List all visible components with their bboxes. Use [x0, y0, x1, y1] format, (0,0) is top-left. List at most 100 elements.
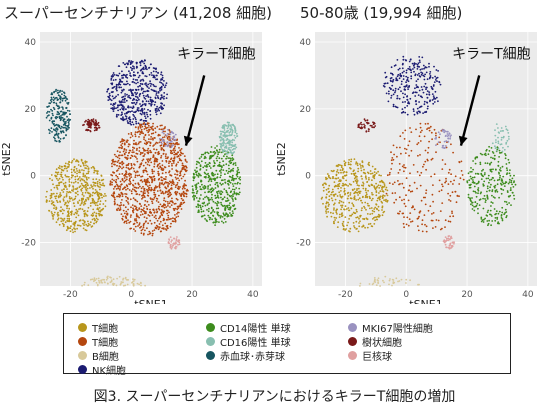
cell-point	[138, 283, 141, 286]
cell-point	[144, 229, 146, 232]
cell-point	[227, 172, 229, 175]
cell-point	[494, 219, 497, 222]
cell-point	[401, 212, 404, 215]
cell-point	[449, 215, 451, 218]
cell-point	[145, 205, 148, 208]
cell-point	[112, 160, 115, 163]
cell-point	[363, 205, 365, 208]
cell-point	[163, 178, 166, 181]
cell-point	[61, 189, 63, 192]
cell-point	[161, 96, 164, 99]
cell-point	[102, 178, 105, 181]
cell-point	[65, 120, 67, 123]
cell-point	[122, 119, 125, 121]
cell-point	[441, 185, 444, 188]
cluster-cd16	[218, 121, 239, 155]
cell-point	[158, 184, 161, 187]
cell-point	[62, 126, 65, 129]
cell-point	[504, 125, 507, 128]
cell-point	[428, 140, 430, 143]
cell-point	[55, 96, 58, 99]
cell-point	[177, 243, 179, 246]
cell-point	[371, 126, 374, 129]
cell-point	[201, 202, 204, 205]
cell-point	[483, 184, 485, 187]
cell-point	[435, 132, 437, 135]
cell-point	[70, 171, 73, 174]
cell-point	[118, 146, 120, 149]
cell-point	[216, 194, 219, 197]
cell-point	[74, 180, 77, 183]
cell-point	[431, 213, 433, 215]
cell-point	[55, 133, 58, 136]
cell-point	[381, 214, 384, 217]
cell-point	[153, 193, 156, 196]
cell-point	[223, 196, 226, 199]
cell-point	[137, 128, 140, 130]
cell-point	[454, 175, 457, 178]
cell-point	[74, 211, 77, 214]
cell-point	[150, 104, 153, 107]
cell-point	[130, 227, 133, 230]
cell-point	[331, 199, 334, 202]
cell-point	[176, 205, 179, 208]
cell-point	[469, 184, 471, 187]
cell-point	[220, 145, 222, 147]
cell-point	[482, 197, 484, 200]
cell-point	[161, 143, 163, 145]
cell-point	[103, 278, 106, 281]
cell-point	[419, 95, 422, 98]
cell-point	[86, 165, 89, 168]
cell-point	[176, 191, 179, 194]
cell-point	[359, 285, 361, 287]
cell-point	[59, 200, 61, 203]
cell-point	[232, 167, 235, 170]
cell-point	[169, 206, 171, 208]
cell-point	[231, 139, 233, 142]
cell-point	[497, 160, 500, 163]
cell-point	[352, 180, 355, 183]
cell-point	[67, 126, 69, 128]
cell-point	[425, 192, 427, 195]
cell-point	[217, 153, 220, 156]
cell-point	[437, 100, 439, 103]
cell-point	[185, 189, 188, 192]
cell-point	[133, 228, 135, 231]
cell-point	[209, 167, 212, 169]
cell-point	[175, 241, 177, 244]
cell-point	[157, 201, 160, 204]
cell-point	[489, 170, 492, 172]
cell-point	[174, 143, 176, 146]
cell-point	[81, 208, 84, 211]
cell-point	[404, 93, 406, 96]
cell-point	[508, 161, 511, 164]
cell-point	[129, 198, 132, 201]
cell-point	[224, 178, 226, 181]
cell-point	[149, 80, 152, 83]
cell-point	[396, 75, 399, 78]
cell-point	[55, 140, 58, 143]
cell-point	[226, 199, 229, 202]
cell-point	[66, 207, 68, 210]
cell-point	[133, 67, 135, 70]
cell-point	[200, 188, 203, 191]
cell-point	[327, 187, 330, 190]
legend-label: T細胞	[92, 324, 119, 335]
cell-point	[112, 108, 114, 111]
cell-point	[176, 173, 179, 176]
cell-point	[341, 168, 344, 171]
cell-point	[73, 181, 75, 184]
cell-point	[223, 188, 226, 191]
cell-point	[133, 111, 135, 113]
cell-point	[487, 153, 490, 156]
cell-point	[341, 206, 343, 209]
cell-point	[70, 212, 73, 215]
cell-point	[176, 170, 179, 173]
cell-point	[61, 208, 64, 211]
cell-point	[82, 173, 85, 176]
cell-point	[224, 207, 227, 210]
cell-point	[192, 189, 195, 192]
cell-point	[134, 133, 137, 136]
cell-point	[229, 130, 232, 133]
cell-point	[153, 144, 156, 146]
